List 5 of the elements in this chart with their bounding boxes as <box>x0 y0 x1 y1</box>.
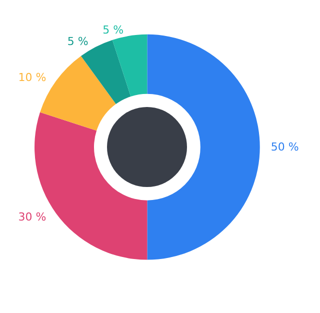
data-label: 50 % <box>270 140 299 154</box>
data-label: 5 % <box>67 34 88 48</box>
data-label: 5 % <box>102 23 124 36</box>
data-label: 10 % <box>18 70 46 84</box>
data-label: 30 % <box>18 210 46 224</box>
